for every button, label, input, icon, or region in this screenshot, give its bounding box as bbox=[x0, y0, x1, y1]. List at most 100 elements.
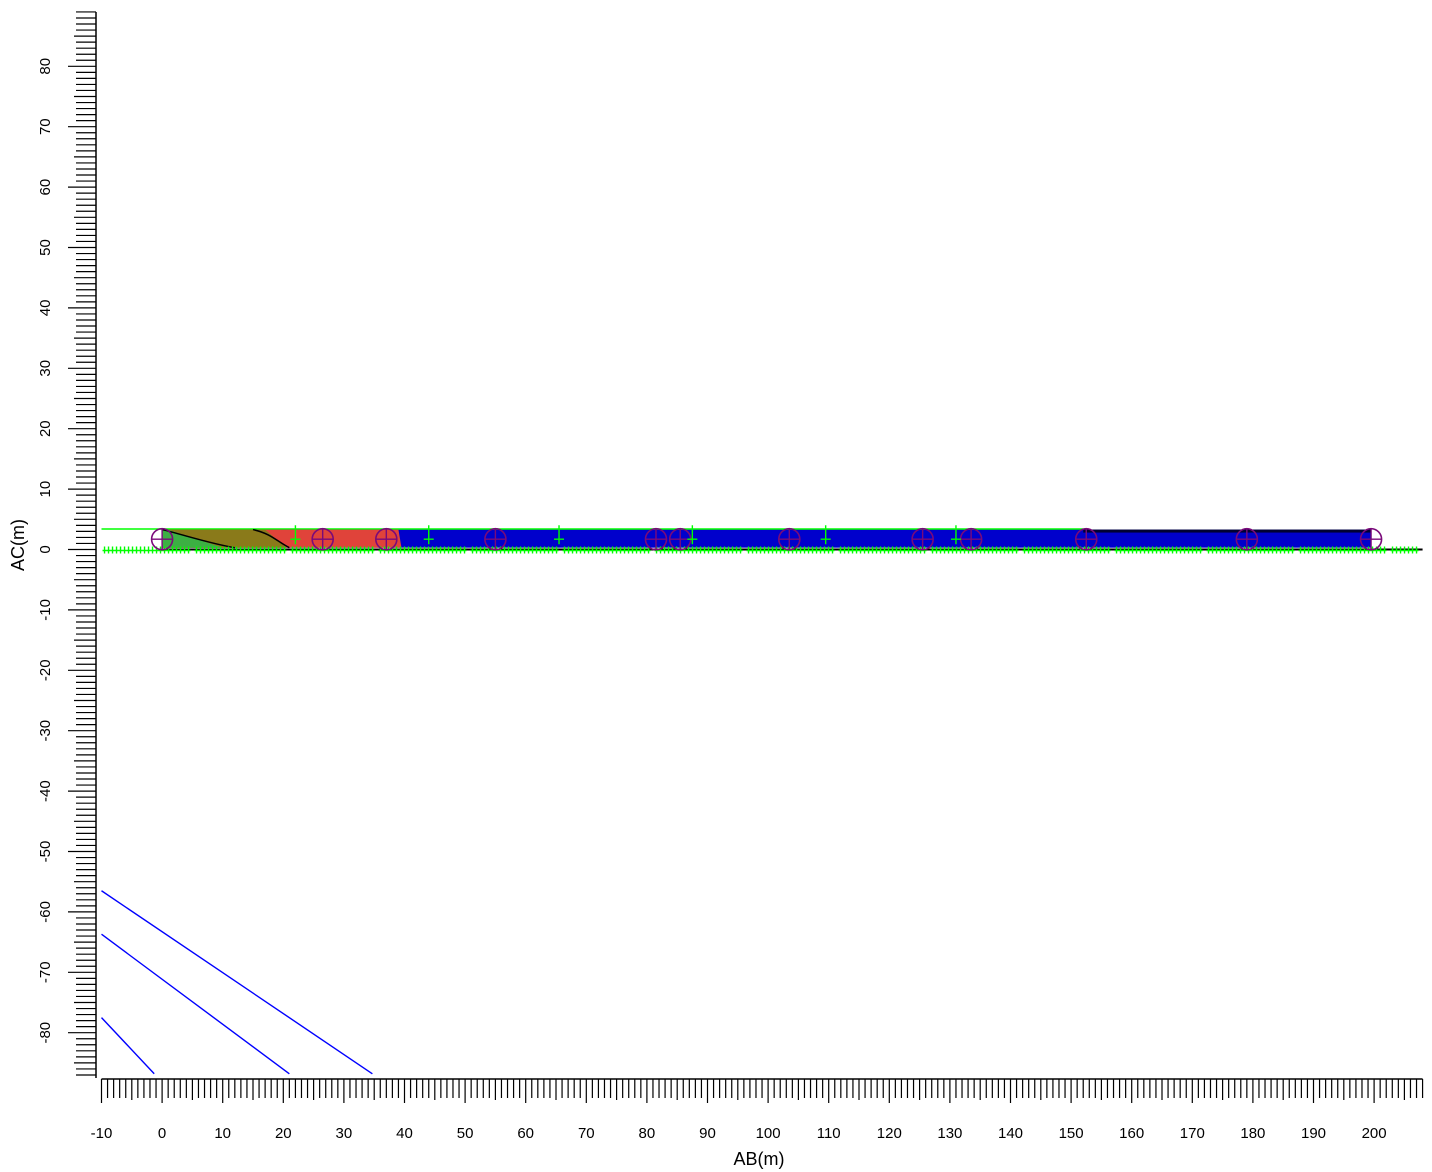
ground-marker bbox=[1326, 546, 1331, 554]
ground-marker bbox=[938, 546, 943, 554]
ground-marker bbox=[554, 546, 559, 554]
y-tick-label: -80 bbox=[37, 1022, 54, 1044]
ground-marker bbox=[1350, 546, 1355, 554]
ground-marker bbox=[990, 546, 995, 554]
ground-marker bbox=[446, 546, 451, 554]
ground-marker bbox=[998, 546, 1003, 554]
ground-marker bbox=[1074, 546, 1079, 554]
ground-marker bbox=[202, 546, 207, 554]
ground-marker bbox=[1174, 546, 1179, 554]
ground-marker bbox=[1402, 546, 1407, 554]
ground-marker bbox=[1210, 546, 1215, 554]
ground-marker bbox=[542, 546, 547, 554]
ground-marker bbox=[1114, 546, 1119, 554]
ground-marker bbox=[682, 546, 687, 554]
blue-line bbox=[101, 890, 373, 1075]
ground-marker bbox=[218, 546, 223, 554]
circle-marker-cross bbox=[669, 528, 691, 550]
x-tick-label: 10 bbox=[214, 1125, 231, 1142]
ground-marker bbox=[1070, 546, 1075, 554]
circle-marker-cross bbox=[645, 528, 667, 550]
ground-marker bbox=[578, 546, 583, 554]
ground-marker bbox=[474, 546, 479, 554]
ground-marker bbox=[422, 546, 427, 554]
ground-marker bbox=[370, 546, 375, 554]
circle-marker-cross bbox=[1075, 528, 1097, 550]
ground-marker bbox=[1226, 546, 1231, 554]
section-band-top-edge bbox=[1083, 529, 1372, 533]
ground-marker bbox=[978, 546, 983, 554]
ground-marker bbox=[134, 546, 139, 554]
x-tick-label: 40 bbox=[396, 1125, 413, 1142]
circle-marker-cross bbox=[151, 528, 173, 550]
ground-marker bbox=[614, 546, 619, 554]
ground-marker bbox=[710, 546, 715, 554]
ground-marker bbox=[1306, 546, 1311, 554]
ground-marker bbox=[630, 546, 635, 554]
ground-marker bbox=[510, 546, 515, 554]
ground-marker bbox=[194, 546, 199, 554]
ground-marker bbox=[842, 546, 847, 554]
ground-marker bbox=[1046, 546, 1051, 554]
ground-marker bbox=[214, 546, 219, 554]
ground-marker bbox=[1330, 546, 1335, 554]
ground-marker bbox=[1122, 546, 1127, 554]
ground-marker bbox=[538, 546, 543, 554]
ground-marker bbox=[734, 546, 739, 554]
ground-marker bbox=[118, 546, 123, 554]
y-tick-label: -50 bbox=[37, 841, 54, 863]
ground-marker bbox=[1106, 546, 1111, 554]
ground-marker bbox=[1298, 546, 1303, 554]
ground-marker bbox=[274, 546, 279, 554]
ground-marker bbox=[122, 546, 127, 554]
circle-marker-cross bbox=[312, 528, 334, 550]
plus-marker bbox=[423, 525, 434, 545]
ground-marker bbox=[1098, 546, 1103, 554]
ground-marker bbox=[450, 546, 455, 554]
ground-marker bbox=[994, 546, 999, 554]
ground-marker bbox=[1358, 546, 1363, 554]
y-tick-label: 30 bbox=[37, 360, 54, 377]
ground-marker bbox=[354, 546, 359, 554]
x-tick-label: 160 bbox=[1119, 1125, 1144, 1142]
ground-marker bbox=[182, 546, 187, 554]
ground-marker bbox=[730, 546, 735, 554]
ground-marker bbox=[822, 546, 827, 554]
ground-marker bbox=[862, 546, 867, 554]
ground-marker bbox=[1342, 546, 1347, 554]
ground-marker bbox=[1230, 546, 1235, 554]
ground-marker bbox=[1346, 546, 1351, 554]
ground-marker bbox=[502, 546, 507, 554]
ground-marker bbox=[886, 546, 891, 554]
y-tick-label: 50 bbox=[37, 239, 54, 256]
ground-marker bbox=[1318, 546, 1323, 554]
ground-marker bbox=[890, 546, 895, 554]
ground-marker bbox=[426, 546, 431, 554]
ground-marker bbox=[282, 546, 287, 554]
ground-marker bbox=[430, 546, 435, 554]
ground-marker bbox=[246, 546, 251, 554]
ground-marker bbox=[1302, 546, 1307, 554]
ground-marker bbox=[750, 546, 755, 554]
ground-marker bbox=[1146, 546, 1151, 554]
ground-marker bbox=[1030, 546, 1035, 554]
plus-marker bbox=[554, 525, 565, 545]
ground-marker bbox=[1278, 546, 1283, 554]
ground-marker bbox=[362, 546, 367, 554]
ground-marker bbox=[1234, 546, 1239, 554]
ground-marker bbox=[1334, 546, 1339, 554]
ground-marker bbox=[1042, 546, 1047, 554]
ground-marker bbox=[838, 546, 843, 554]
ground-marker bbox=[1002, 546, 1007, 554]
ground-marker bbox=[570, 546, 575, 554]
x-axis-title: AB(m) bbox=[734, 1149, 785, 1169]
ground-marker bbox=[1102, 546, 1107, 554]
y-tick-label: -20 bbox=[37, 659, 54, 681]
ground-marker bbox=[1142, 546, 1147, 554]
x-tick-label: 180 bbox=[1240, 1125, 1265, 1142]
ground-marker bbox=[142, 546, 147, 554]
ground-marker bbox=[290, 546, 295, 554]
plus-marker bbox=[687, 525, 698, 545]
ground-marker bbox=[762, 546, 767, 554]
ground-marker bbox=[1414, 546, 1419, 554]
